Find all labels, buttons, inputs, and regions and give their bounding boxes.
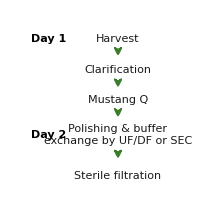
Text: Polishing & buffer
exchange by UF/DF or SEC: Polishing & buffer exchange by UF/DF or …	[44, 124, 192, 146]
Text: Sterile filtration: Sterile filtration	[74, 171, 162, 181]
Text: Mustang Q: Mustang Q	[88, 95, 148, 105]
Text: Clarification: Clarification	[84, 66, 152, 75]
Text: Day 1: Day 1	[31, 34, 66, 44]
Text: Harvest: Harvest	[96, 34, 140, 44]
Text: Day 2: Day 2	[31, 130, 66, 140]
